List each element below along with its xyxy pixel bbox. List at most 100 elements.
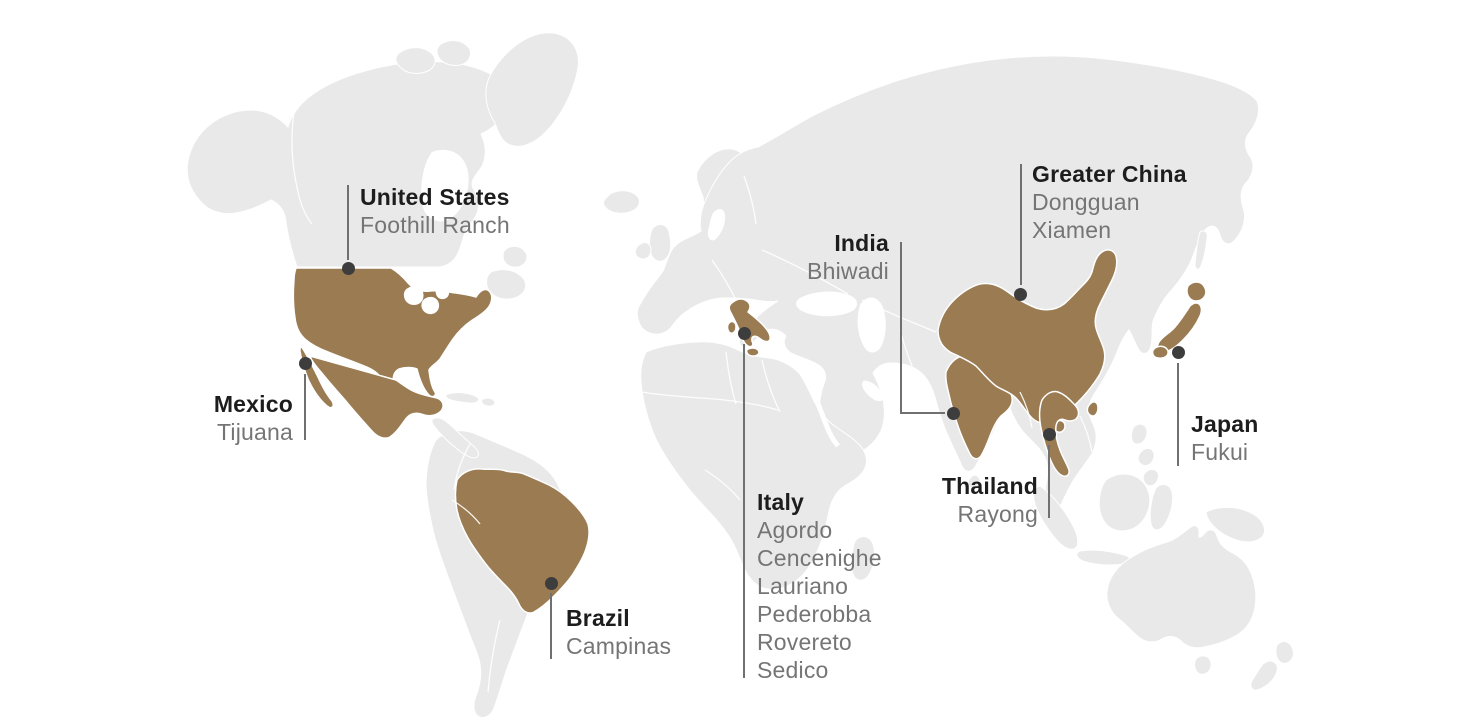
country-japan-honshu bbox=[1156, 302, 1203, 353]
city-list: Fukui bbox=[1191, 438, 1258, 466]
country-mexico bbox=[309, 355, 444, 439]
landmass-iceland bbox=[603, 190, 640, 214]
border-line bbox=[1019, 391, 1033, 429]
country-name: Thailand bbox=[941, 473, 1038, 499]
city-list: Tijuana bbox=[214, 418, 293, 446]
border-line bbox=[711, 259, 737, 301]
border-line bbox=[704, 469, 741, 501]
location-marker bbox=[946, 406, 960, 420]
connector-line bbox=[900, 242, 902, 413]
city-name: Rovereto bbox=[757, 629, 852, 655]
country-name: Greater China bbox=[1032, 161, 1187, 187]
country-name: Brazil bbox=[566, 605, 630, 631]
landmass-hispaniola bbox=[481, 397, 496, 407]
location-label: Brazil Campinas bbox=[566, 604, 671, 660]
city-name: Agordo bbox=[757, 517, 833, 543]
landmass-madagascar bbox=[850, 536, 875, 581]
location-label: India Bhiwadi bbox=[807, 229, 889, 285]
city-list: Rayong bbox=[942, 500, 1038, 528]
location-label: Greater China Dongguan Xiamen bbox=[1032, 160, 1187, 244]
border-line bbox=[1079, 415, 1093, 453]
country-name: Japan bbox=[1191, 411, 1259, 437]
landmass-greenland bbox=[485, 32, 579, 147]
connector-line bbox=[743, 344, 745, 678]
location-label: Thailand Rayong bbox=[942, 472, 1038, 528]
location-marker bbox=[298, 356, 312, 370]
landmass-africa bbox=[640, 341, 867, 590]
baltic-sea bbox=[707, 209, 726, 241]
border-line bbox=[761, 249, 849, 295]
hudson-bay bbox=[421, 149, 469, 222]
black-sea bbox=[796, 291, 858, 317]
border-line bbox=[487, 619, 501, 693]
city-list: Dongguan Xiamen bbox=[1032, 188, 1187, 244]
landmass-new-guinea bbox=[1205, 506, 1266, 543]
country-united-states bbox=[292, 267, 493, 398]
location-marker bbox=[544, 576, 558, 590]
city-name: Dongguan bbox=[1032, 189, 1140, 215]
persian-gulf bbox=[862, 380, 884, 402]
country-italy bbox=[728, 298, 771, 348]
border-line bbox=[861, 299, 937, 333]
country-japan-kyushu bbox=[1151, 345, 1169, 359]
landmass-cuba bbox=[445, 392, 480, 404]
city-name: Sedico bbox=[757, 657, 829, 683]
country-italy-sicily bbox=[745, 347, 760, 357]
landmass-arctic-island bbox=[395, 47, 436, 74]
landmass-philippines bbox=[1130, 423, 1148, 445]
location-label: Mexico Tijuana bbox=[214, 390, 293, 446]
country-name: United States bbox=[360, 184, 510, 210]
landmass-new-zealand bbox=[1250, 660, 1278, 691]
landmass-australia bbox=[1106, 525, 1257, 649]
city-list: Agordo Cencenighe Lauriano Pederobba Roveret… bbox=[757, 516, 882, 684]
country-taiwan bbox=[1086, 401, 1099, 417]
landmass-philippines bbox=[1137, 447, 1155, 467]
location-marker bbox=[341, 261, 355, 275]
city-name: Bhiwadi bbox=[807, 258, 889, 284]
location-label: Japan Fukui bbox=[1191, 410, 1258, 466]
connector-elbow bbox=[900, 412, 945, 414]
landmass-great-britain bbox=[649, 224, 672, 262]
country-china bbox=[937, 249, 1118, 424]
connector-line bbox=[304, 374, 306, 440]
country-brazil bbox=[454, 468, 590, 614]
landmass-nova-scotia bbox=[486, 269, 527, 300]
great-lakes bbox=[421, 296, 440, 315]
landmass-central-america bbox=[431, 417, 479, 459]
red-sea bbox=[800, 369, 840, 448]
great-lakes bbox=[435, 285, 450, 300]
landmass-sakhalin bbox=[1194, 230, 1208, 270]
connector-line bbox=[1020, 164, 1022, 285]
country-name: Italy bbox=[757, 489, 805, 515]
border-line bbox=[743, 175, 757, 225]
city-name: Rayong bbox=[957, 501, 1038, 527]
city-name: Tijuana bbox=[217, 419, 293, 445]
city-name: Pederobba bbox=[757, 601, 872, 627]
connector-line bbox=[1177, 363, 1179, 466]
landmass-newfoundland bbox=[502, 245, 528, 268]
landmass-borneo bbox=[1098, 473, 1151, 532]
landmass-sulawesi bbox=[1149, 484, 1174, 531]
city-name: Campinas bbox=[566, 633, 672, 659]
city-name: Xiamen bbox=[1032, 217, 1112, 243]
connector-line bbox=[347, 185, 349, 260]
landmass-philippines bbox=[1142, 469, 1159, 487]
location-marker bbox=[1042, 427, 1056, 441]
location-marker bbox=[1013, 287, 1027, 301]
landmass-ireland bbox=[634, 242, 652, 260]
connector-line bbox=[550, 593, 552, 659]
city-name: Lauriano bbox=[757, 573, 849, 599]
country-name: Mexico bbox=[213, 391, 293, 417]
location-marker bbox=[1171, 345, 1185, 359]
great-lakes bbox=[403, 285, 424, 305]
landmass-sri-lanka bbox=[967, 474, 981, 490]
border-line bbox=[641, 391, 779, 411]
landmass-java bbox=[1076, 549, 1131, 566]
country-name: India bbox=[834, 230, 889, 256]
city-list: Bhiwadi bbox=[807, 257, 889, 285]
city-name: Fukui bbox=[1191, 439, 1249, 465]
city-list: Foothill Ranch bbox=[360, 211, 510, 239]
city-list: Campinas bbox=[566, 632, 671, 660]
